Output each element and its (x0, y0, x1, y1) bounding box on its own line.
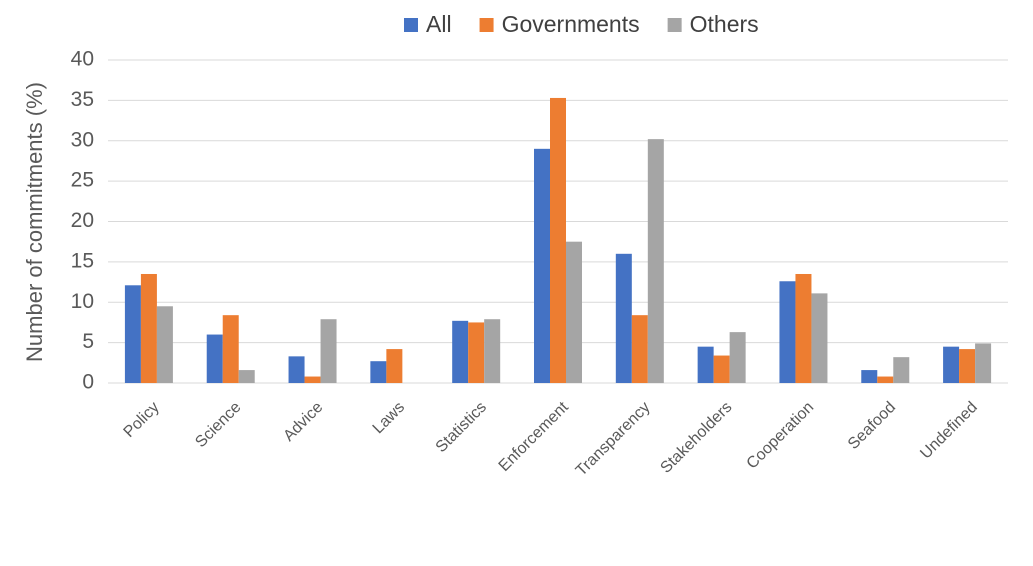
x-tick-label: Cooperation (744, 399, 818, 473)
bar (566, 241, 582, 383)
y-tick-label: 25 (71, 169, 94, 192)
x-tick-label: Policy (121, 399, 163, 441)
y-axis-title: Number of commitments (%) (22, 82, 47, 362)
bar (893, 357, 910, 383)
y-tick-label: 40 (71, 48, 94, 71)
bar (975, 343, 992, 383)
legend-swatch (404, 18, 418, 32)
bar (140, 273, 157, 383)
legend-label: Others (690, 11, 759, 37)
bar (320, 319, 337, 383)
bar (877, 376, 894, 383)
bar (156, 306, 173, 383)
bar (795, 273, 812, 383)
bar (647, 139, 664, 383)
x-tick-label: Stakeholders (657, 399, 735, 477)
legend-label: Governments (502, 11, 640, 37)
bar (484, 319, 501, 383)
x-tick-label: Science (192, 399, 244, 451)
legend-swatch (667, 18, 682, 32)
bar (729, 332, 746, 383)
x-tick-label: Seafood (845, 399, 899, 453)
x-tick-label: Undefined (917, 399, 981, 463)
bar (370, 361, 387, 383)
y-tick-label: 0 (82, 371, 94, 394)
bar (124, 285, 141, 383)
bar (238, 370, 255, 383)
bar (386, 349, 403, 383)
y-tick-label: 35 (71, 88, 94, 111)
bar (959, 349, 976, 383)
x-tick-label: Advice (280, 399, 326, 445)
bar (452, 320, 469, 383)
legend-label: All (426, 11, 452, 37)
bar (861, 370, 878, 383)
y-tick-label: 30 (71, 128, 94, 151)
bar (288, 356, 305, 383)
bar (304, 376, 321, 383)
y-tick-label: 15 (71, 249, 94, 272)
bar (631, 315, 648, 383)
bar (943, 346, 960, 383)
bar (811, 293, 828, 383)
x-tick-label: Enforcement (496, 398, 573, 475)
bar (779, 281, 796, 383)
x-tick-label: Transparency (573, 399, 654, 480)
bar (550, 97, 566, 383)
bar (468, 322, 485, 383)
bar (222, 315, 239, 383)
bar (206, 334, 223, 383)
y-tick-label: 10 (71, 290, 94, 313)
x-tick-label: Statistics (433, 399, 490, 456)
x-tick-label: Laws (370, 399, 408, 437)
y-tick-label: 5 (82, 330, 94, 353)
legend-swatch (479, 18, 494, 32)
y-tick-label: 20 (71, 209, 94, 232)
bar (713, 355, 730, 383)
bar (615, 253, 632, 383)
bar (534, 148, 550, 383)
bar (697, 346, 714, 383)
